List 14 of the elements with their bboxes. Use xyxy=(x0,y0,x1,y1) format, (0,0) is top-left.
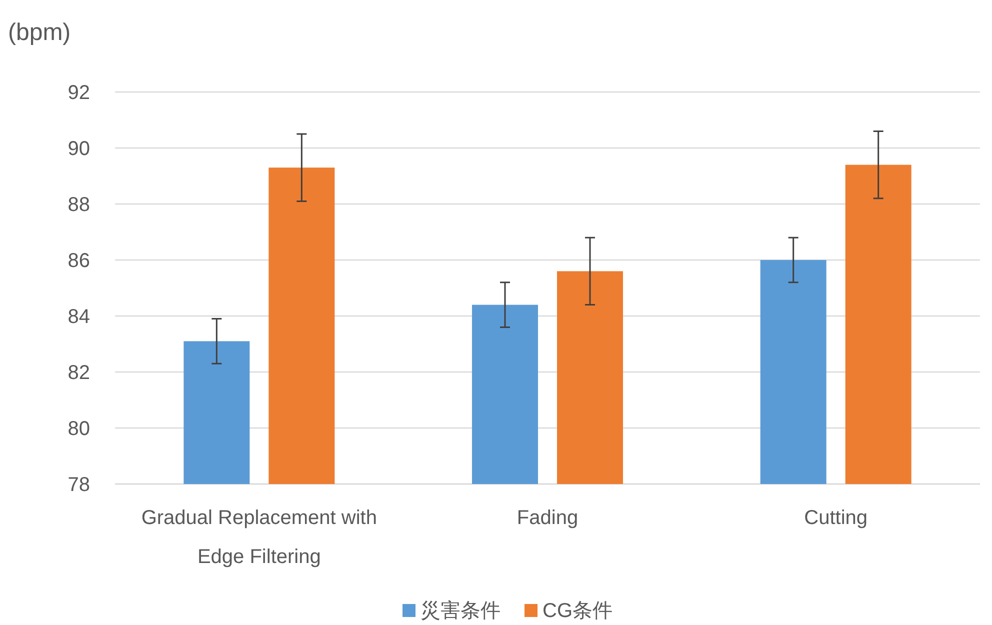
legend-label: CG条件 xyxy=(542,600,612,622)
x-tick-label: Cutting xyxy=(804,507,868,529)
y-tick-label: 92 xyxy=(68,82,90,104)
y-tick-label: 88 xyxy=(68,194,90,216)
x-tick-label: Gradual Replacement with Edge Filtering xyxy=(141,507,378,568)
x-tick-label: Fading xyxy=(516,507,578,529)
legend-label: 災害条件 xyxy=(420,599,500,622)
y-tick-label: 84 xyxy=(68,306,90,328)
y-tick-label: 86 xyxy=(68,250,90,272)
y-axis-title: (bpm) xyxy=(8,19,71,46)
y-tick-label: 78 xyxy=(68,474,90,496)
y-tick-label: 90 xyxy=(68,138,90,160)
y-tick-label: 82 xyxy=(68,362,90,384)
y-tick-label: 80 xyxy=(68,418,90,440)
